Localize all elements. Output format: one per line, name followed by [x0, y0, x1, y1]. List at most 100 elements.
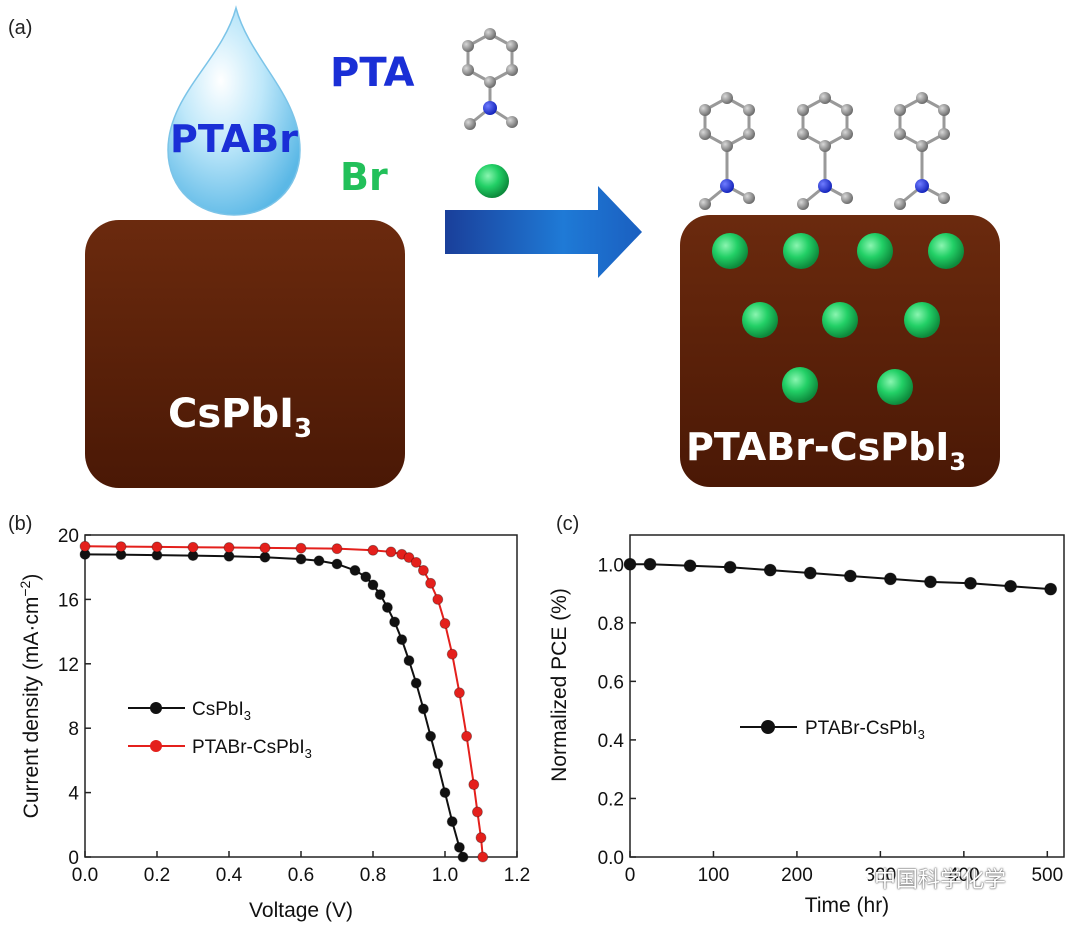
data-point [223, 542, 235, 553]
panel-b-label: (b) [8, 513, 32, 535]
data-point [151, 541, 163, 553]
data-point [115, 541, 127, 552]
data-point [475, 832, 487, 844]
data-point [446, 648, 458, 660]
data-point [763, 563, 777, 577]
plot-b-series [79, 540, 489, 863]
data-point [453, 687, 465, 699]
data-point [446, 816, 458, 827]
series-line [630, 563, 1051, 591]
x-tick-label: 500 [1031, 865, 1063, 886]
plot-b-ylabel: Current density (mA·cm−2) [17, 574, 43, 819]
legend-item-cspbi3: CsPbI3 [128, 699, 251, 723]
data-point [417, 565, 429, 576]
watermark: 中国科学化学 [838, 858, 1063, 898]
panel-a-label: (a) [8, 17, 32, 39]
x-tick-label: 0.2 [144, 865, 170, 886]
data-point [295, 542, 307, 554]
pta-molecule-icon [894, 92, 950, 210]
x-tick-label: 400 [948, 865, 980, 886]
data-point [683, 559, 697, 573]
x-tick-label: 100 [698, 865, 730, 886]
data-point [385, 546, 397, 558]
panel-c-label: (c) [556, 513, 579, 535]
y-tick-label: 16 [58, 590, 79, 611]
data-point [349, 565, 361, 576]
data-point [643, 557, 657, 571]
cspbi3-block [85, 220, 405, 488]
panel-c: (c) 0 100 200 300 400 500 0.0 0.2 0.4 0.6 0.8 1.0 T… [548, 513, 1065, 917]
x-tick-label: 0.4 [216, 865, 243, 886]
droplet-label: PTABr [170, 117, 298, 161]
data-point [439, 618, 451, 629]
data-point [396, 634, 408, 646]
data-point [360, 571, 372, 583]
plot-b-frame [84, 534, 518, 858]
data-point [1044, 582, 1058, 596]
data-point [425, 577, 437, 589]
data-point [79, 540, 91, 552]
data-point [1004, 579, 1017, 593]
plot-b-xlabel: Voltage (V) [249, 899, 353, 922]
br-ball-icon [782, 367, 818, 403]
pta-molecule-icon [699, 92, 755, 210]
br-ball-icon [783, 233, 819, 269]
data-point [924, 575, 937, 589]
legend-label: CsPbI3 [192, 699, 251, 723]
y-tick-label: 0.0 [598, 848, 624, 869]
plot-b-legend: CsPbI3 PTABr-CsPbI3 [128, 699, 312, 761]
legend-marker [150, 702, 162, 714]
legend-label: PTABr-CsPbI3 [192, 737, 312, 761]
br-ball-icon [822, 302, 858, 338]
data-point [374, 589, 386, 600]
pta-molecule-icon [462, 28, 518, 130]
ptabr-cspbi3-block [680, 215, 1000, 487]
data-point [723, 560, 737, 574]
data-point [803, 566, 817, 580]
br-ball-icon [904, 302, 940, 338]
y-tick-label: 20 [58, 526, 79, 547]
ptabr-droplet [167, 5, 301, 216]
y-tick-label: 4 [68, 784, 79, 805]
data-point [403, 655, 415, 666]
reaction-arrow-icon [445, 186, 642, 278]
data-point [843, 569, 857, 583]
br-ball-icon [475, 164, 509, 198]
x-tick-label: 0 [625, 865, 636, 886]
br-ball-icon [928, 233, 964, 269]
data-point [381, 602, 393, 613]
data-point [477, 851, 489, 863]
y-tick-label: 12 [58, 655, 79, 676]
data-point [471, 806, 483, 818]
x-tick-label: 1.0 [432, 865, 458, 886]
data-point [410, 556, 422, 568]
data-point [295, 553, 307, 565]
cspbi3-block-label: CsPbI3 [168, 391, 312, 444]
y-tick-label: 0 [68, 848, 79, 869]
data-point [884, 572, 897, 586]
data-point [331, 543, 343, 555]
data-point [432, 758, 444, 770]
legend-marker [150, 740, 162, 752]
x-tick-label: 300 [865, 865, 897, 886]
data-point [453, 841, 465, 853]
data-point [389, 616, 401, 628]
data-point [367, 579, 379, 591]
plot-c-frame [629, 534, 1065, 858]
data-point [432, 594, 444, 605]
plot-c-series [623, 557, 1058, 596]
plot-c-ticks: 0 100 200 300 400 500 0.0 0.2 0.4 0.6 0.8 1.0 [598, 555, 1064, 886]
br-ball-icon [712, 233, 748, 269]
x-tick-label: 0.0 [72, 865, 98, 886]
data-point [425, 730, 437, 742]
br-ball-icon [877, 369, 913, 405]
x-tick-label: 1.2 [504, 865, 530, 886]
panel-b: (b) 0.0 0.2 0.4 0.6 0.8 1.0 1.2 0 4 8 12 16 20 Volta… [8, 513, 530, 922]
series-line [84, 553, 464, 858]
watermark-text: 中国科学化学 [874, 868, 1007, 893]
anchored-pta-group [699, 92, 950, 210]
br-label: Br [340, 155, 388, 199]
y-tick-label: 0.4 [598, 731, 625, 752]
data-point [367, 544, 379, 556]
